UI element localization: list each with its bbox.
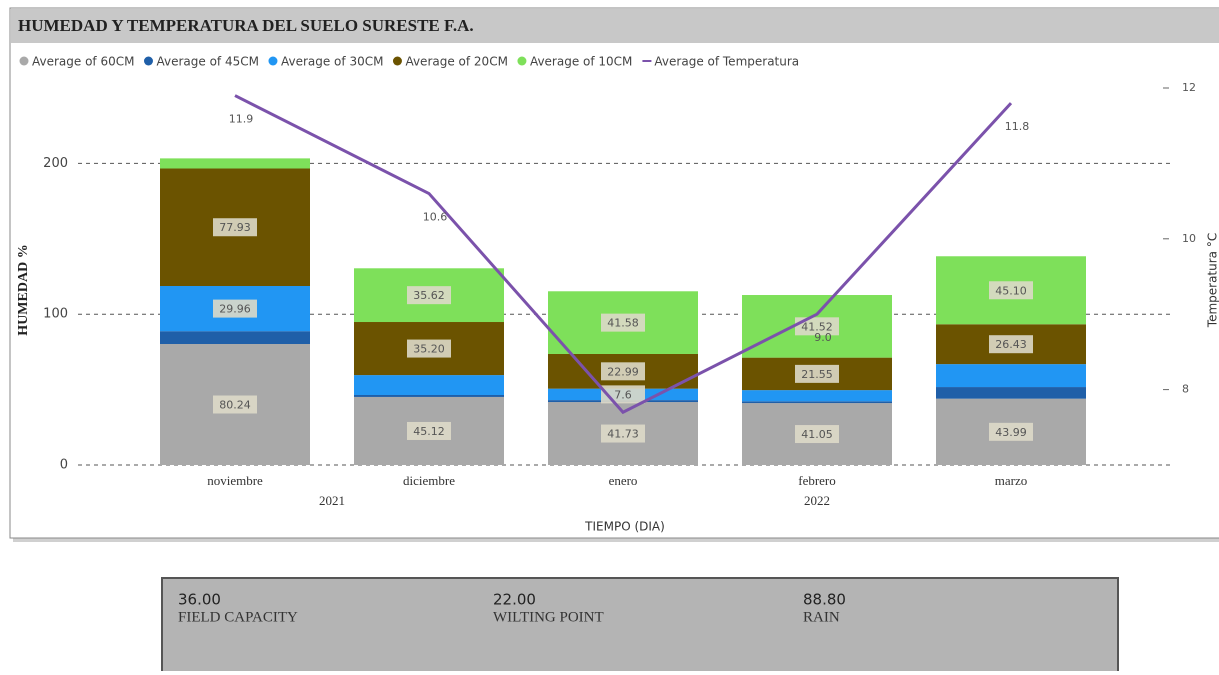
legend-swatch	[268, 57, 277, 66]
bar-segment	[936, 364, 1086, 387]
bar-segment	[354, 395, 504, 397]
card-value: 22.00	[493, 591, 536, 609]
y-tick-label: 100	[43, 307, 68, 322]
x-tick-label: febrero	[798, 473, 836, 488]
data-label: 21.55	[801, 368, 833, 381]
card-value: 88.80	[803, 591, 846, 609]
x-group-label: 2022	[804, 493, 830, 508]
y-tick-label: 200	[43, 156, 68, 171]
legend-swatch	[144, 57, 153, 66]
y2-tick-label: 12	[1182, 81, 1196, 94]
y-tick-label: 0	[60, 458, 68, 473]
legend-label: Average of 45CM	[156, 55, 258, 69]
data-label: 77.93	[219, 221, 251, 234]
line-label: 11.8	[1005, 120, 1030, 133]
x-tick-label: diciembre	[403, 473, 455, 488]
legend-label: Average of 10CM	[530, 55, 632, 69]
bar-segment	[354, 375, 504, 395]
x-tick-label: noviembre	[207, 473, 263, 488]
y2-axis-title: Temperatura °C	[1206, 233, 1219, 328]
x-tick-label: marzo	[995, 473, 1027, 488]
line-label: 11.9	[229, 113, 254, 126]
bar-segment	[742, 390, 892, 401]
data-label: 26.43	[995, 338, 1027, 351]
bar-segment	[742, 401, 892, 403]
bar-segment	[936, 387, 1086, 399]
legend-label: Average of 60CM	[32, 55, 134, 69]
legend-swatch	[393, 57, 402, 66]
bar-segment	[160, 158, 310, 168]
legend-swatch	[20, 57, 29, 66]
chart-title: HUMEDAD Y TEMPERATURA DEL SUELO SURESTE …	[18, 16, 474, 35]
legend-label: Average of 30CM	[281, 55, 383, 69]
data-label: 7.6	[614, 388, 632, 401]
cards-box	[162, 578, 1118, 671]
y2-tick-label: 8	[1182, 383, 1189, 396]
data-label: 80.24	[219, 398, 251, 411]
y2-tick-label: 10	[1182, 232, 1196, 245]
data-label: 22.99	[607, 365, 639, 378]
legend-label: Average of 20CM	[405, 55, 507, 69]
legend-label: Average of Temperatura	[654, 55, 799, 69]
line-label: 10.6	[423, 211, 448, 224]
data-label: 45.12	[413, 425, 445, 438]
line-label: 9.0	[814, 331, 832, 344]
data-label: 35.20	[413, 343, 445, 356]
x-group-label: 2021	[319, 493, 345, 508]
legend-swatch	[517, 57, 526, 66]
data-label: 41.58	[607, 317, 639, 330]
bar-segment	[160, 331, 310, 344]
data-label: 35.62	[413, 289, 445, 302]
data-label: 41.73	[607, 428, 639, 441]
card-label: RAIN	[803, 609, 840, 625]
data-label: 29.96	[219, 303, 251, 316]
data-label: 45.10	[995, 284, 1027, 297]
x-axis-title: TIEMPO (DIA)	[584, 520, 665, 534]
card-label: FIELD CAPACITY	[178, 609, 298, 625]
x-tick-label: enero	[609, 473, 638, 488]
card-label: WILTING POINT	[493, 609, 604, 625]
data-label: 41.05	[801, 428, 833, 441]
data-label: 43.99	[995, 426, 1027, 439]
y-axis-title: HUMEDAD %	[16, 244, 31, 335]
card-value: 36.00	[178, 591, 221, 609]
